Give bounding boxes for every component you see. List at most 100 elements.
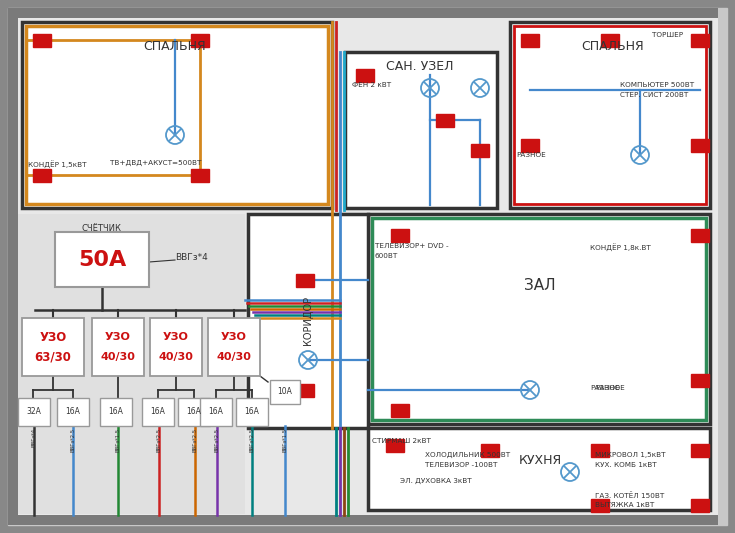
Bar: [191, 34, 209, 46]
Text: УЗО: УЗО: [105, 332, 131, 342]
Text: КУХНЯ: КУХНЯ: [518, 454, 562, 466]
Text: 16А: 16А: [245, 408, 259, 416]
Text: ЭЛ. ДУХОВКА 3кВТ: ЭЛ. ДУХОВКА 3кВТ: [400, 478, 472, 484]
Text: КОНДЁР 1,8к.ВТ: КОНДЁР 1,8к.ВТ: [590, 243, 650, 251]
Bar: [391, 229, 409, 241]
Text: 63/30: 63/30: [35, 351, 71, 364]
Bar: [22, 318, 84, 376]
Bar: [142, 398, 174, 426]
Text: 40/30: 40/30: [101, 352, 135, 362]
Bar: [150, 318, 202, 376]
Text: ЗАЛ: ЗАЛ: [524, 278, 556, 293]
Text: УЗО: УЗО: [40, 330, 67, 344]
Text: САН. УЗЕЛ: САН. УЗЕЛ: [387, 60, 453, 73]
Text: РАЗНОЕ: РАЗНОЕ: [590, 385, 620, 391]
Bar: [481, 443, 499, 456]
Text: КОНДЁР 1,5кВТ: КОНДЁР 1,5кВТ: [28, 160, 87, 168]
Bar: [691, 229, 709, 241]
Bar: [591, 498, 609, 512]
Text: РАЗНОЕ: РАЗНОЕ: [595, 385, 625, 391]
Text: ГАЗ. КОТЁЛ 150ВТ: ГАЗ. КОТЁЛ 150ВТ: [595, 492, 664, 499]
Bar: [191, 168, 209, 182]
Text: 50А: 50А: [78, 250, 126, 270]
Bar: [236, 398, 268, 426]
Text: СПАЛЬНЯ: СПАЛЬНЯ: [581, 40, 645, 53]
Text: СТИРМАШ 2кВТ: СТИРМАШ 2кВТ: [372, 438, 431, 444]
Bar: [368, 428, 710, 510]
Text: ВВГз*2.5: ВВГз*2.5: [215, 428, 220, 452]
Text: 600ВТ: 600ВТ: [375, 253, 398, 259]
Text: ВВГз*2.5: ВВГз*2.5: [71, 428, 76, 452]
Bar: [372, 218, 706, 420]
Text: ВВГз*2.5: ВВГз*2.5: [193, 428, 198, 452]
Text: ВВГз*2.5: ВВГз*2.5: [157, 428, 162, 452]
Text: СЧЁТЧИК: СЧЁТЧИК: [82, 224, 122, 233]
Bar: [386, 439, 404, 451]
Text: 40/30: 40/30: [159, 352, 193, 362]
Text: ХОЛОДИЛЬНИК 500ВТ: ХОЛОДИЛЬНИК 500ВТ: [425, 452, 510, 458]
Bar: [100, 398, 132, 426]
Bar: [436, 114, 454, 126]
Text: РАЗНОЕ: РАЗНОЕ: [516, 152, 546, 158]
Text: 16А: 16А: [187, 408, 201, 416]
Text: ФЕН 2 кВТ: ФЕН 2 кВТ: [352, 82, 391, 88]
Text: ВВГз*4: ВВГз*4: [175, 254, 208, 262]
Text: 16А: 16А: [151, 408, 165, 416]
Bar: [591, 443, 609, 456]
Bar: [55, 232, 149, 287]
Text: ВВГз*2.5: ВВГз*2.5: [249, 428, 254, 452]
Bar: [200, 398, 232, 426]
Bar: [33, 34, 51, 46]
Text: КОМПЬЮТЕР 500ВТ: КОМПЬЮТЕР 500ВТ: [620, 82, 694, 88]
Text: КУХ. КОМБ 1кВТ: КУХ. КОМБ 1кВТ: [595, 462, 656, 468]
Text: ВВГз*1.5: ВВГз*1.5: [115, 428, 121, 452]
Text: КОРИДОР: КОРИДОР: [303, 295, 313, 344]
Text: СТЕР. СИСТ 200ВТ: СТЕР. СИСТ 200ВТ: [620, 92, 688, 98]
Text: 32А: 32А: [26, 408, 41, 416]
Text: ВВГз*1.5: ВВГз*1.5: [282, 428, 287, 452]
Text: УЗО: УЗО: [221, 332, 247, 342]
Bar: [92, 318, 144, 376]
Bar: [248, 214, 368, 428]
Bar: [691, 374, 709, 386]
Bar: [33, 168, 51, 182]
Bar: [57, 398, 89, 426]
Bar: [691, 443, 709, 456]
Bar: [208, 318, 260, 376]
Bar: [510, 22, 710, 208]
Bar: [471, 143, 489, 157]
Bar: [18, 214, 245, 514]
Bar: [18, 398, 50, 426]
Text: 16А: 16А: [65, 408, 80, 416]
Text: 16А: 16А: [209, 408, 223, 416]
Bar: [691, 139, 709, 151]
Bar: [26, 26, 328, 204]
Bar: [514, 26, 706, 204]
Text: ТЕЛЕВИЗОР -100ВТ: ТЕЛЕВИЗОР -100ВТ: [425, 462, 498, 468]
Bar: [691, 498, 709, 512]
Bar: [521, 139, 539, 151]
Text: ВВГз*4: ВВГз*4: [32, 428, 37, 447]
Bar: [270, 380, 300, 404]
Text: МИКРОВОЛ 1,5кВТ: МИКРОВОЛ 1,5кВТ: [595, 452, 665, 458]
Bar: [345, 52, 497, 208]
Bar: [691, 34, 709, 46]
Text: 40/30: 40/30: [217, 352, 251, 362]
Bar: [391, 403, 409, 416]
Bar: [368, 214, 710, 424]
Text: СПАЛЬНЯ: СПАЛЬНЯ: [143, 40, 207, 53]
Text: 16А: 16А: [109, 408, 123, 416]
Text: ВЫТЯЖКА 1кВТ: ВЫТЯЖКА 1кВТ: [595, 502, 654, 508]
Bar: [521, 34, 539, 46]
Bar: [296, 273, 314, 287]
Text: ТВ+ДВД+АКУСТ=500ВТ: ТВ+ДВД+АКУСТ=500ВТ: [110, 160, 201, 166]
Text: ТЕЛЕВИЗОР+ DVD -: ТЕЛЕВИЗОР+ DVD -: [375, 243, 448, 249]
Bar: [296, 384, 314, 397]
Text: 10А: 10А: [278, 387, 293, 397]
Bar: [22, 22, 332, 208]
Bar: [356, 69, 374, 82]
Bar: [601, 34, 619, 46]
Text: ТОРШЕР: ТОРШЕР: [653, 32, 684, 38]
Text: УЗО: УЗО: [163, 332, 189, 342]
Bar: [178, 398, 210, 426]
